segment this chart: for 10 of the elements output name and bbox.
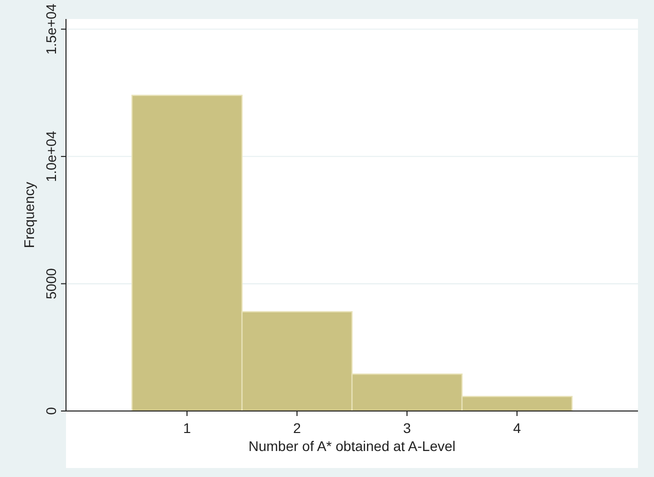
x-axis-title: Number of A* obtained at A-Level — [248, 438, 456, 454]
x-tick-label: 4 — [513, 420, 522, 436]
x-tick-label: 3 — [403, 420, 412, 436]
x-tick-label: 2 — [293, 420, 302, 436]
y-tick-label: 0 — [43, 406, 59, 415]
x-tick-label: 1 — [183, 420, 192, 436]
y-tick-label: 5000 — [43, 268, 59, 300]
y-axis-title: Frequency — [21, 182, 37, 248]
y-tick-label: 1.0e+04 — [43, 130, 59, 182]
y-tick-label: 1.5e+04 — [43, 3, 59, 55]
